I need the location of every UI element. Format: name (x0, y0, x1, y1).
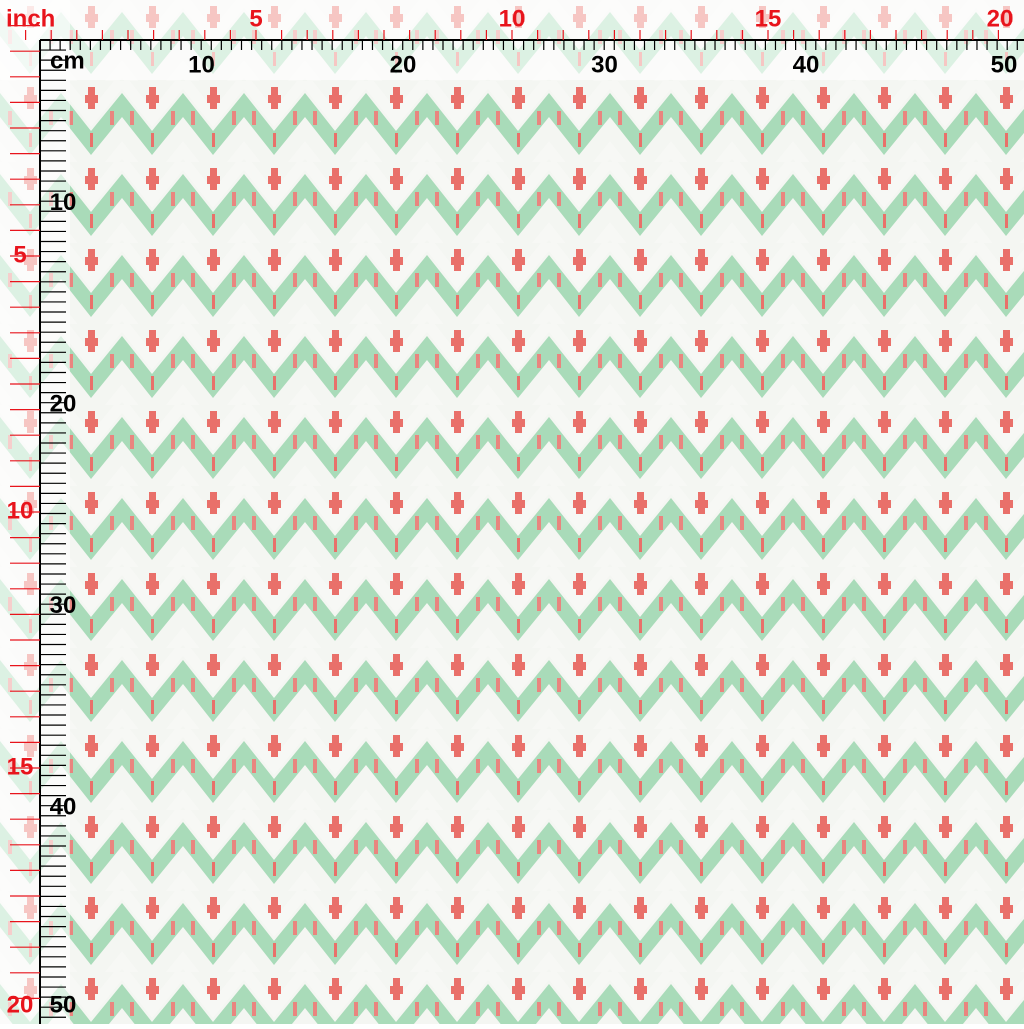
inch-label: 20 (7, 991, 34, 1018)
cm-label: 10 (188, 51, 215, 78)
cm-label: 10 (50, 189, 77, 216)
cm-label: 30 (50, 592, 77, 619)
inch-label: 15 (755, 5, 782, 32)
ticks (10, 25, 1018, 1018)
cm-label: 50 (50, 991, 77, 1018)
inch-label: 10 (499, 5, 526, 32)
cm-label: 20 (50, 390, 77, 417)
inch-label: 10 (7, 497, 34, 524)
cm-label: 20 (390, 51, 417, 78)
inch-label: 15 (7, 753, 34, 780)
cm-label: 50 (991, 51, 1018, 78)
cm-label: 40 (50, 793, 77, 820)
inch-label: 20 (987, 5, 1014, 32)
inch-label: 5 (249, 5, 262, 32)
cm-label: 30 (591, 51, 618, 78)
cm-label: 40 (793, 51, 820, 78)
inch-label: 5 (13, 241, 26, 268)
inch-unit: inch (6, 5, 55, 32)
